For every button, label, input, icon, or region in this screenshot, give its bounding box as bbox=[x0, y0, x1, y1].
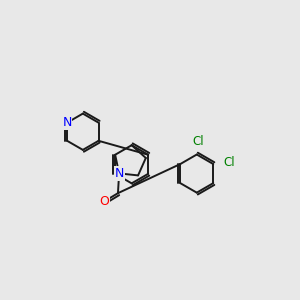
Text: O: O bbox=[100, 195, 110, 208]
Text: Cl: Cl bbox=[193, 135, 204, 148]
Text: N: N bbox=[114, 167, 124, 180]
Text: Cl: Cl bbox=[223, 156, 235, 169]
Text: N: N bbox=[62, 116, 72, 129]
